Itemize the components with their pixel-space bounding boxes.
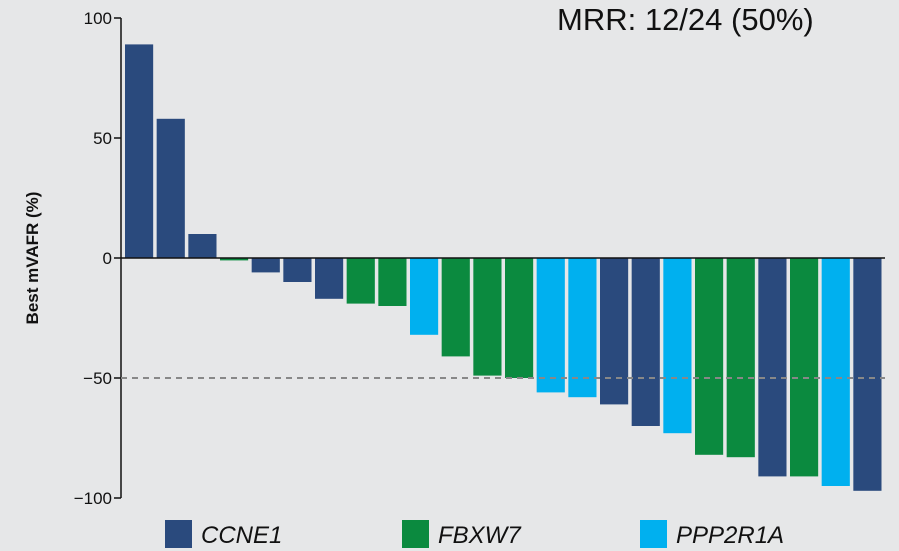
bar — [346, 258, 375, 304]
bar — [568, 258, 597, 398]
bar — [473, 258, 502, 376]
y-tick-label: 50 — [93, 129, 112, 148]
legend-swatch — [640, 520, 667, 548]
bar — [821, 258, 850, 486]
bar — [536, 258, 565, 393]
bar — [156, 118, 185, 258]
legend-label: CCNE1 — [201, 522, 282, 549]
bar — [695, 258, 724, 455]
legend-label: PPP2R1A — [676, 522, 784, 549]
bar — [600, 258, 629, 405]
bar — [220, 258, 249, 261]
bar — [283, 258, 312, 282]
bar — [410, 258, 439, 335]
chart-title: MRR: 12/24 (50%) — [557, 2, 814, 37]
legend-swatch — [165, 520, 192, 548]
legend-label: FBXW7 — [438, 522, 522, 549]
bar — [251, 258, 280, 273]
bar — [758, 258, 787, 477]
bar — [378, 258, 407, 306]
bar — [790, 258, 819, 477]
y-tick-label: −50 — [83, 369, 112, 388]
y-tick-label: 100 — [84, 9, 112, 28]
bar — [188, 234, 217, 258]
bar — [315, 258, 344, 299]
bar — [663, 258, 692, 434]
bar — [125, 44, 154, 259]
y-axis-label: Best mVAFR (%) — [23, 192, 42, 325]
bar — [441, 258, 470, 357]
bar — [505, 258, 534, 378]
y-tick-label: 0 — [103, 249, 112, 268]
bar — [726, 258, 755, 458]
legend-swatch — [402, 520, 429, 548]
y-tick-label: −100 — [74, 489, 112, 508]
bar — [853, 258, 882, 491]
bar — [631, 258, 660, 426]
